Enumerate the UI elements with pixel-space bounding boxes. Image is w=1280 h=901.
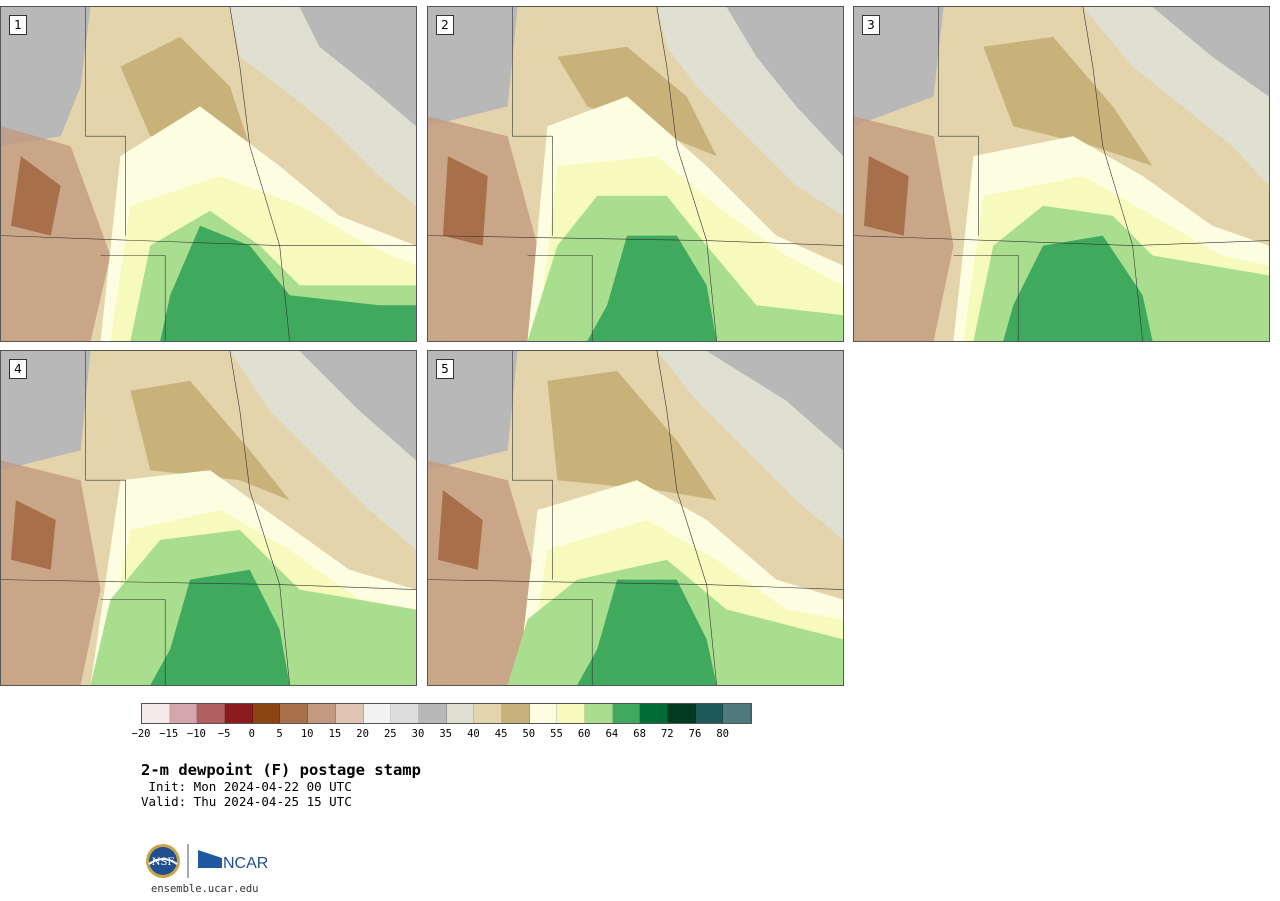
dewpoint-map <box>1 7 416 341</box>
colorbar-cell <box>695 704 724 723</box>
colorbar-cell <box>557 704 585 723</box>
colorbar-cell <box>640 704 669 723</box>
colorbar-cell <box>169 704 198 723</box>
colorbar-ticks: −20 −15 −10 −5 0 5 10 15 20 25 30 35 40 45 50 55 60 64 68 7… <box>132 728 761 742</box>
colorbar-cell <box>529 704 558 723</box>
ncar-logo-text: NCAR <box>223 855 268 872</box>
colorbar <box>141 703 753 724</box>
panel-number: 4 <box>9 359 27 379</box>
colorbar-cell <box>335 704 364 723</box>
dewpoint-map <box>1 351 416 685</box>
init-time: Init: Mon 2024-04-22 00 UTC <box>141 779 352 794</box>
colorbar-cell <box>612 704 641 723</box>
colorbar-cell <box>225 704 253 723</box>
nsf-ncar-logos: NSF NCAR <box>146 844 268 878</box>
colorbar-tick-label: 30 <box>411 728 425 740</box>
colorbar-cell <box>197 704 226 723</box>
colorbar-cell <box>308 704 336 723</box>
colorbar-cell <box>418 704 447 723</box>
map-panel-3: 3 <box>853 6 1270 342</box>
colorbar-cell <box>280 704 309 723</box>
colorbar-cell <box>142 704 170 723</box>
colorbar-tick-label: 20 <box>356 728 369 740</box>
nsf-logo-text: NSF <box>152 857 175 868</box>
colorbar-tick-label: 40 <box>467 728 480 740</box>
colorbar-tick-label: −20 <box>131 728 151 740</box>
colorbar-cell <box>585 704 613 723</box>
map-panel-1: 1 <box>0 6 417 342</box>
map-panel-5: 5 <box>427 350 844 686</box>
colorbar-tick-label: 0 <box>248 728 255 740</box>
colorbar-cell <box>446 704 475 723</box>
colorbar-tick-label: −15 <box>159 728 179 740</box>
colorbar-tick-label: 35 <box>439 728 453 740</box>
colorbar-tick-label: 10 <box>300 728 314 740</box>
colorbar-tick-label: 50 <box>522 728 536 740</box>
colorbar-cell <box>723 704 752 723</box>
panel-number: 1 <box>9 15 27 35</box>
colorbar-tick-label: 45 <box>494 728 508 740</box>
panel-number: 5 <box>436 359 454 379</box>
colorbar-tick-label: 64 <box>605 728 619 740</box>
colorbar-tick-label: 76 <box>688 728 702 740</box>
colorbar-cell <box>474 704 502 723</box>
map-panel-2: 2 <box>427 6 844 342</box>
colorbar-tick-label: 72 <box>660 728 674 740</box>
colorbar-cell <box>668 704 696 723</box>
colorbar-cell <box>363 704 392 723</box>
panel-number: 2 <box>436 15 454 35</box>
colorbar-tick-label: 55 <box>550 728 563 740</box>
colorbar-cell <box>391 704 419 723</box>
colorbar-tick-label: −5 <box>217 728 231 740</box>
colorbar-tick-label: 5 <box>276 728 283 740</box>
plot-title: 2-m dewpoint (F) postage stamp <box>141 761 421 779</box>
colorbar-tick-label: 68 <box>633 728 646 740</box>
colorbar-tick-label: 15 <box>328 728 342 740</box>
valid-time: Valid: Thu 2024-04-25 15 UTC <box>141 794 352 809</box>
map-panel-4: 4 <box>0 350 417 686</box>
dewpoint-map <box>428 7 843 341</box>
colorbar-cell <box>252 704 281 723</box>
colorbar-cell <box>501 704 530 723</box>
colorbar-tick-label: 80 <box>716 728 730 740</box>
colorbar-tick-label: 25 <box>383 728 397 740</box>
dewpoint-map <box>428 351 843 685</box>
colorbar-tick-label: −10 <box>186 728 206 740</box>
website: ensemble.ucar.edu <box>151 883 259 895</box>
panel-number: 3 <box>862 15 880 35</box>
dewpoint-map <box>854 7 1269 341</box>
colorbar-tick-label: 60 <box>577 728 591 740</box>
